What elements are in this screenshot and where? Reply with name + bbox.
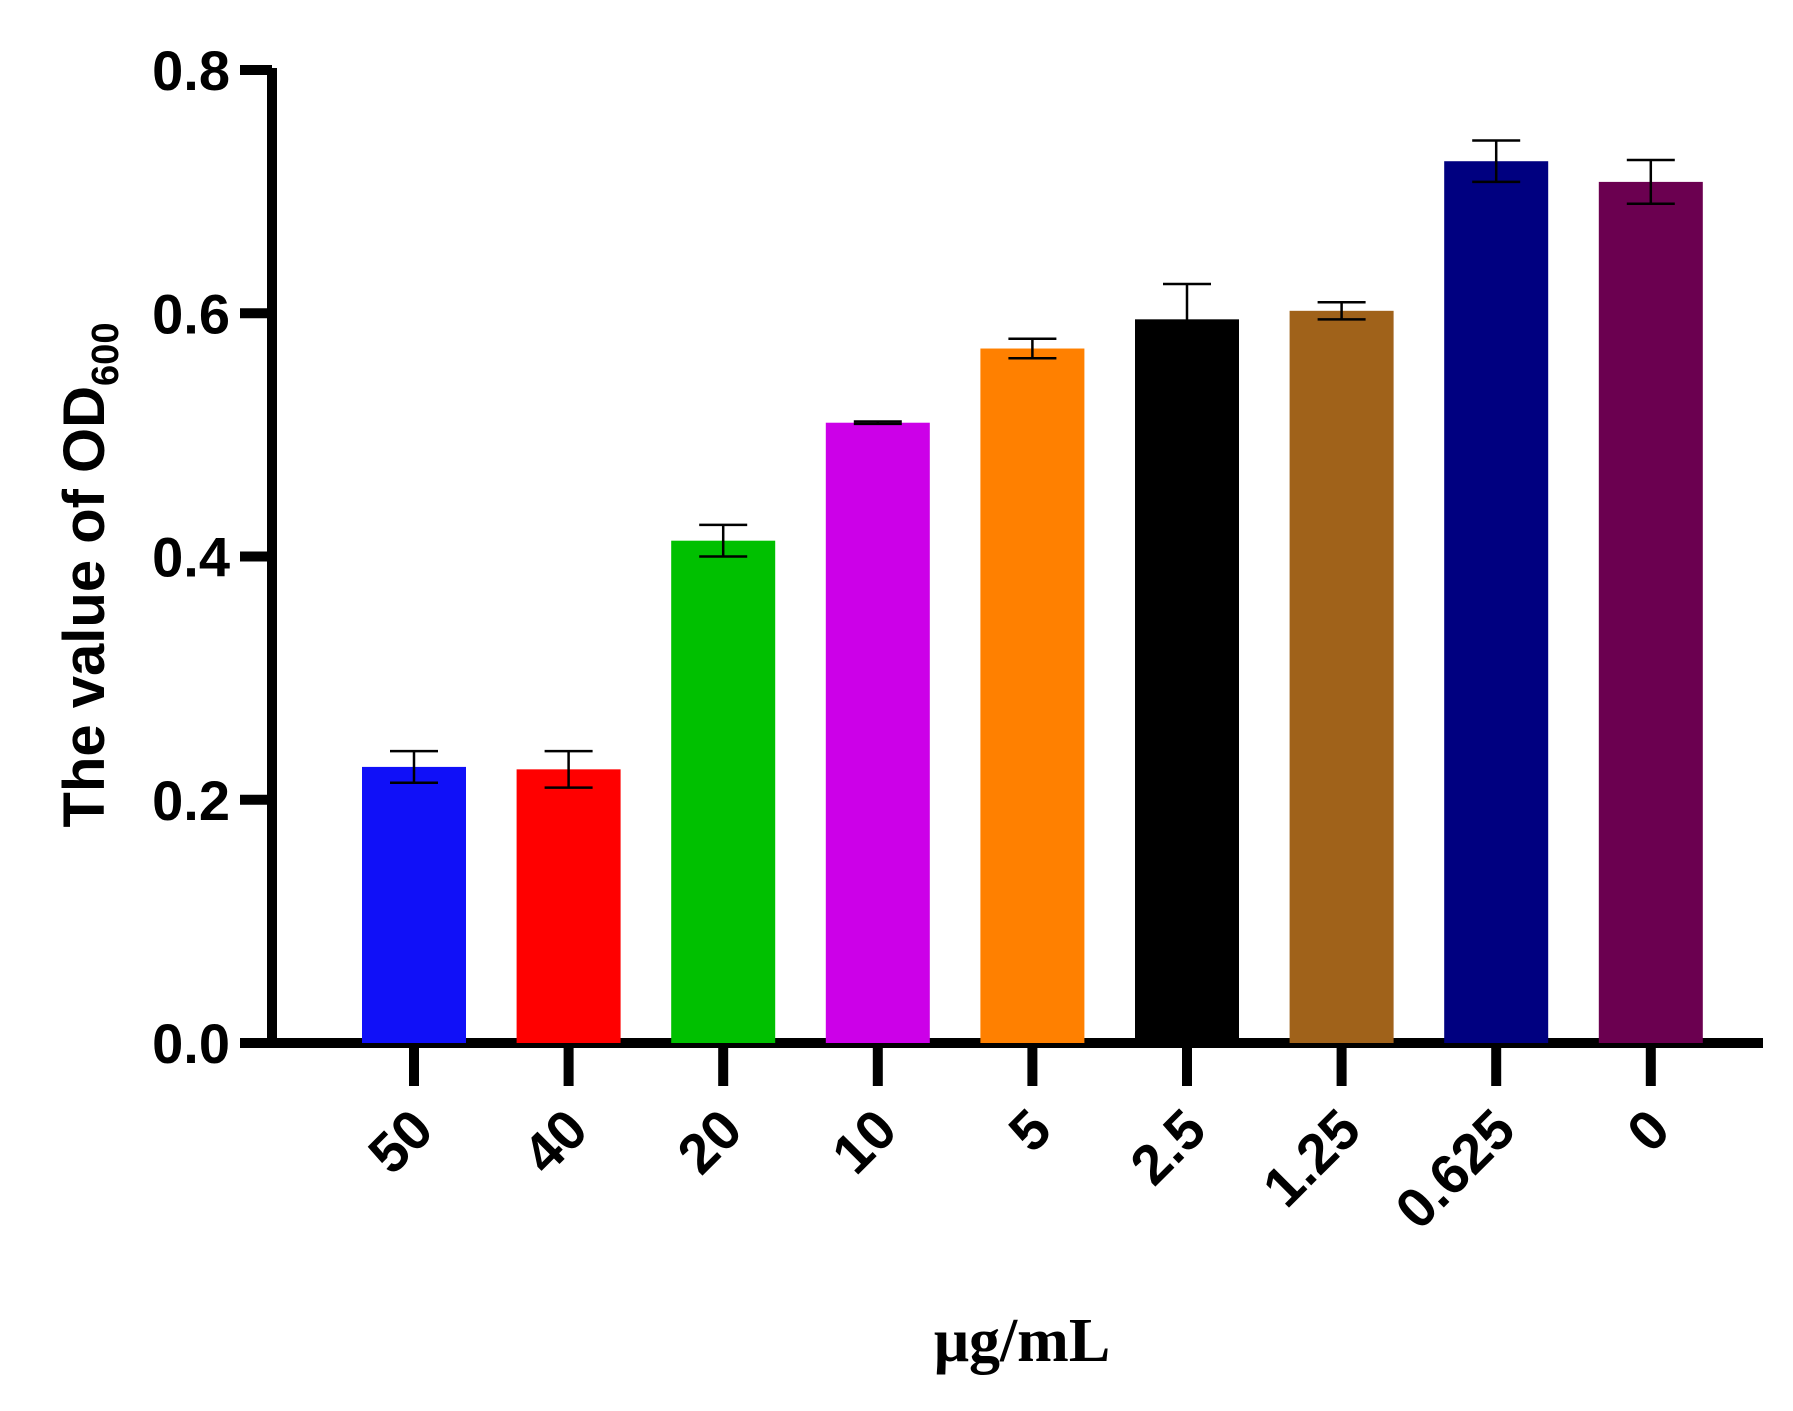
bar bbox=[1135, 319, 1239, 1043]
y-tick-label: 0.0 bbox=[152, 1012, 230, 1075]
x-tick-label: 1.25 bbox=[1250, 1097, 1372, 1219]
x-tick-label: 0.625 bbox=[1383, 1097, 1527, 1241]
bar bbox=[825, 422, 930, 1043]
error-bars bbox=[390, 139, 1675, 789]
y-axis-label: The value of OD600 bbox=[52, 323, 127, 828]
bar bbox=[516, 769, 621, 1043]
bar bbox=[362, 766, 466, 1043]
bar bbox=[1444, 161, 1549, 1043]
y-tick-label: 0.2 bbox=[152, 769, 230, 832]
x-axis-label: μg/mL bbox=[934, 1307, 1110, 1375]
x-tick-label: 5 bbox=[996, 1097, 1063, 1164]
bars bbox=[362, 161, 1703, 1043]
bar bbox=[671, 540, 776, 1043]
x-tick-label: 50 bbox=[356, 1097, 445, 1186]
x-tick-label: 10 bbox=[820, 1097, 909, 1186]
x-axis bbox=[267, 1038, 1763, 1086]
x-tick-label: 2.5 bbox=[1118, 1097, 1218, 1197]
x-tick-label: 20 bbox=[665, 1097, 754, 1186]
bar bbox=[1289, 310, 1394, 1043]
x-tick-label: 0 bbox=[1615, 1097, 1682, 1164]
bar bbox=[980, 348, 1085, 1043]
y-axis bbox=[240, 65, 277, 1048]
y-tick-label: 0.6 bbox=[152, 282, 230, 345]
y-tick-label: 0.4 bbox=[152, 526, 230, 589]
y-tick-labels: 0.0 0.2 0.4 0.6 0.8 bbox=[152, 39, 230, 1075]
x-tick-label: 40 bbox=[510, 1097, 599, 1186]
y-tick-label: 0.8 bbox=[152, 39, 230, 102]
bar bbox=[1598, 181, 1703, 1043]
x-tick-labels: 50 40 20 10 5 2.5 1.25 0.625 0 bbox=[356, 1097, 1681, 1241]
